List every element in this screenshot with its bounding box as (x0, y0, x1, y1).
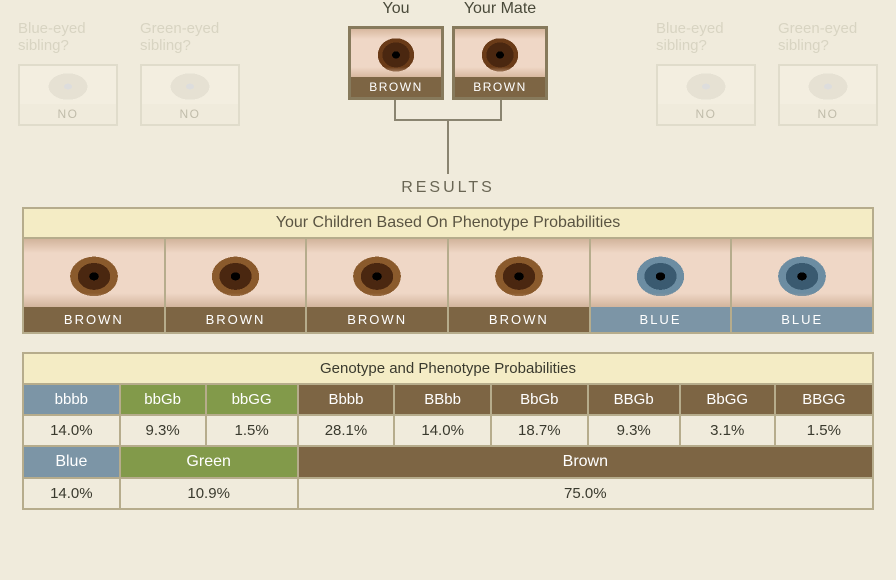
sibling-question: Blue-eyed sibling? (18, 20, 118, 60)
sibling-answer: NO (142, 104, 238, 124)
genotype-pct: 14.0% (394, 415, 491, 446)
eye-icon (351, 29, 441, 77)
child-label: BROWN (166, 307, 306, 332)
sibling-eye-card[interactable]: NO (18, 64, 118, 126)
sibling-group-right: Blue-eyed sibling? NO Green-eyed sibling… (656, 20, 878, 126)
results-heading: RESULTS (0, 179, 896, 197)
genotype-header-row: bbbbbbGbbbGGBbbbBBbbBbGbBBGbBbGGBBGG (23, 384, 873, 415)
genotype-pct: 18.7% (491, 415, 588, 446)
phenotype-label: Brown (298, 446, 873, 478)
genotype-pct: 1.5% (206, 415, 298, 446)
genotype-table: Genotype and Phenotype Probabilities bbb… (22, 352, 874, 510)
genotype-pct: 9.3% (588, 415, 680, 446)
sibling-blue-left: Blue-eyed sibling? NO (18, 20, 118, 126)
sibling-question: Green-eyed sibling? (140, 20, 240, 60)
child-card: BROWN (449, 239, 591, 332)
phenotype-label: Green (120, 446, 298, 478)
parents-row: You BROWN Your Mate BROWN (345, 0, 551, 175)
genotype-code: Bbbb (298, 384, 395, 415)
eye-icon (455, 29, 545, 77)
phenotype-pct: 10.9% (120, 478, 298, 509)
genotype-pct-row: 14.0%9.3%1.5%28.1%14.0%18.7%9.3%3.1%1.5% (23, 415, 873, 446)
children-panel-title: Your Children Based On Phenotype Probabi… (22, 207, 874, 237)
sibling-answer: NO (20, 104, 116, 124)
eye-icon (142, 66, 238, 104)
eye-icon (658, 66, 754, 104)
genotype-code: BbGG (680, 384, 775, 415)
eye-icon (307, 239, 447, 307)
sibling-blue-right: Blue-eyed sibling? NO (656, 20, 756, 126)
genotype-pct: 14.0% (23, 415, 120, 446)
eye-icon (449, 239, 589, 307)
parent-label: Your Mate (464, 0, 536, 20)
child-card: BROWN (24, 239, 166, 332)
eye-icon (20, 66, 116, 104)
genotype-code: bbbb (23, 384, 120, 415)
phenotype-label-row: BlueGreenBrown (23, 446, 873, 478)
parent-label: You (383, 0, 410, 20)
sibling-question: Green-eyed sibling? (778, 20, 878, 60)
genotype-pct: 3.1% (680, 415, 775, 446)
sibling-eye-card[interactable]: NO (656, 64, 756, 126)
phenotype-label: Blue (23, 446, 120, 478)
eye-icon (166, 239, 306, 307)
genotype-code: BBbb (394, 384, 491, 415)
child-card: BLUE (732, 239, 872, 332)
child-label: BROWN (449, 307, 589, 332)
child-label: BROWN (24, 307, 164, 332)
child-label: BROWN (307, 307, 447, 332)
sibling-group-left: Blue-eyed sibling? NO Green-eyed sibling… (18, 20, 240, 126)
parent-mate: Your Mate BROWN (449, 0, 551, 175)
parent-eye-color: BROWN (455, 77, 545, 97)
eye-icon (591, 239, 731, 307)
genotype-code: BbGb (491, 384, 588, 415)
parent-eye-card[interactable]: BROWN (452, 26, 548, 100)
eye-icon (24, 239, 164, 307)
children-row: BROWNBROWNBROWNBROWNBLUEBLUE (22, 237, 874, 334)
genotype-pct: 9.3% (120, 415, 206, 446)
sibling-answer: NO (658, 104, 754, 124)
phenotype-pct: 75.0% (298, 478, 873, 509)
genotype-code: BBGG (775, 384, 873, 415)
child-label: BLUE (732, 307, 872, 332)
top-section: Blue-eyed sibling? NO Green-eyed sibling… (0, 0, 896, 175)
child-label: BLUE (591, 307, 731, 332)
genotype-code: BBGb (588, 384, 680, 415)
genotype-code: bbGG (206, 384, 298, 415)
child-card: BROWN (166, 239, 308, 332)
eye-icon (780, 66, 876, 104)
sibling-answer: NO (780, 104, 876, 124)
phenotype-pct-row: 14.0%10.9%75.0% (23, 478, 873, 509)
sibling-eye-card[interactable]: NO (778, 64, 878, 126)
genotype-title: Genotype and Phenotype Probabilities (23, 353, 873, 384)
eye-icon (732, 239, 872, 307)
parent-eye-color: BROWN (351, 77, 441, 97)
main: Your Children Based On Phenotype Probabi… (0, 207, 896, 510)
sibling-question: Blue-eyed sibling? (656, 20, 756, 60)
phenotype-pct: 14.0% (23, 478, 120, 509)
child-card: BROWN (307, 239, 449, 332)
parent-you: You BROWN (345, 0, 447, 175)
child-card: BLUE (591, 239, 733, 332)
sibling-eye-card[interactable]: NO (140, 64, 240, 126)
genotype-pct: 28.1% (298, 415, 395, 446)
sibling-green-left: Green-eyed sibling? NO (140, 20, 240, 126)
genotype-code: bbGb (120, 384, 206, 415)
sibling-green-right: Green-eyed sibling? NO (778, 20, 878, 126)
parent-eye-card[interactable]: BROWN (348, 26, 444, 100)
genotype-pct: 1.5% (775, 415, 873, 446)
